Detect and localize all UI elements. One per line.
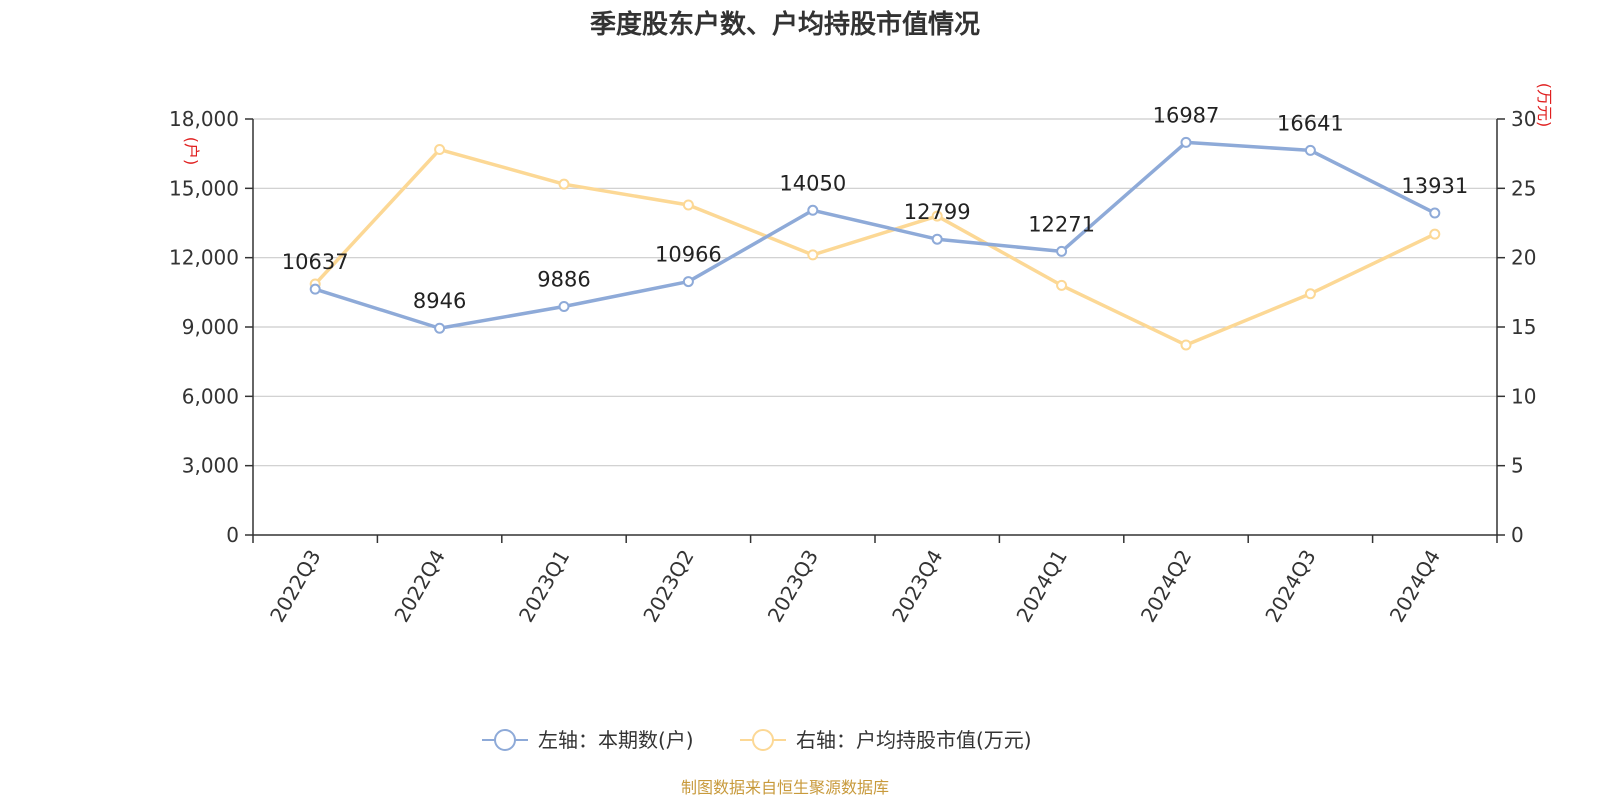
x-axis-tick-label: 2023Q2 <box>638 546 698 627</box>
series-point-left <box>558 301 570 313</box>
right-axis-tick-label: 30 <box>1511 107 1536 131</box>
x-axis-tick-label: 2024Q3 <box>1260 546 1320 627</box>
left-axis-tick-label: 9,000 <box>182 315 239 339</box>
data-labels: 10637 8946 9886 10966 14050 12799 12271 16987 16… <box>282 103 1468 313</box>
right-axis-tick-label: 10 <box>1511 384 1536 408</box>
chart-title: 季度股东户数、户均持股市值情况 <box>590 9 980 40</box>
series-point-left <box>434 322 446 334</box>
legend-label-left: 左轴：本期数(户) <box>538 728 694 752</box>
x-axis-tick-label: 2024Q2 <box>1136 546 1196 627</box>
right-axis-unit: (万元) <box>1535 83 1554 128</box>
x-axis-tick-label: 2024Q1 <box>1011 546 1071 627</box>
series-point-left <box>1304 144 1316 156</box>
left-axis-tick-label: 15,000 <box>169 176 239 200</box>
legend-item-right-series[interactable]: 右轴：户均持股市值(万元) <box>740 728 1032 752</box>
data-label: 12271 <box>1028 212 1095 236</box>
right-axis-tick-label: 20 <box>1511 246 1536 270</box>
series-point-left <box>1180 136 1192 148</box>
left-axis-tick-label: 3,000 <box>182 454 239 478</box>
data-label: 13931 <box>1401 174 1468 198</box>
right-axis-tick-label: 15 <box>1511 315 1536 339</box>
data-label: 16641 <box>1277 111 1344 135</box>
right-axis-tick-label: 5 <box>1511 454 1524 478</box>
grid-lines <box>253 118 1497 467</box>
left-axis-tick-label: 0 <box>226 523 239 547</box>
series-point-right <box>558 178 570 190</box>
series-point-left <box>931 233 943 245</box>
data-label: 9886 <box>537 268 590 292</box>
series-point-left <box>682 276 694 288</box>
series-point-right <box>682 199 694 211</box>
series <box>309 136 1441 351</box>
data-label: 10637 <box>282 250 349 274</box>
series-point-left <box>309 283 321 295</box>
data-label: 12799 <box>904 200 971 224</box>
series-point-left <box>807 204 819 216</box>
x-axis-tick-label: 2023Q4 <box>887 546 947 627</box>
left-axis-unit: (户) <box>182 137 201 166</box>
x-axis-tick-label: 2023Q1 <box>514 546 574 627</box>
series-point-right <box>807 249 819 261</box>
axes: 0 3,000 6,000 9,000 12,000 15,000 18,000 0 5 10 15… <box>169 107 1536 626</box>
data-label: 16987 <box>1153 103 1220 127</box>
legend-label-right: 右轴：户均持股市值(万元) <box>796 728 1032 752</box>
x-axis-tick-label: 2023Q3 <box>763 546 823 627</box>
series-line-left <box>313 140 1437 330</box>
x-axis-tick-label: 2024Q4 <box>1385 546 1445 627</box>
legend-item-left-series[interactable]: 左轴：本期数(户) <box>482 728 694 752</box>
series-point-right <box>1429 228 1441 240</box>
right-axis-tick-label: 0 <box>1511 523 1524 547</box>
series-point-right <box>1056 279 1068 291</box>
series-point-right <box>931 210 943 222</box>
series-line-right <box>313 147 1437 347</box>
x-axis-tick-label: 2022Q3 <box>265 546 325 627</box>
series-point-right <box>1304 288 1316 300</box>
left-axis-tick-label: 12,000 <box>169 246 239 270</box>
x-axis-tick-label: 2022Q4 <box>389 546 449 627</box>
data-label: 8946 <box>413 289 466 313</box>
right-axis-tick-label: 25 <box>1511 176 1536 200</box>
legend-marker-right <box>752 729 774 751</box>
source-note: 制图数据来自恒生聚源数据库 <box>681 778 889 797</box>
left-axis-tick-label: 6,000 <box>182 384 239 408</box>
series-point-left <box>1429 207 1441 219</box>
series-point-left <box>1056 245 1068 257</box>
data-label: 10966 <box>655 243 722 267</box>
data-label: 14050 <box>779 171 846 195</box>
legend-marker-left <box>494 729 516 751</box>
series-point-right <box>1180 339 1192 351</box>
left-axis-tick-label: 18,000 <box>169 107 239 131</box>
legend: 左轴：本期数(户) 右轴：户均持股市值(万元) <box>482 728 1032 752</box>
series-point-right <box>434 144 446 156</box>
